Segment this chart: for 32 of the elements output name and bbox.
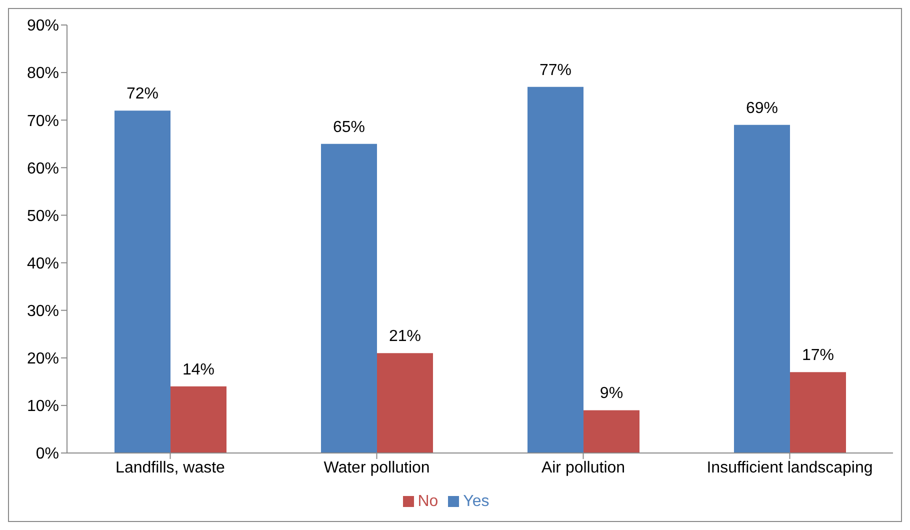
bar — [320, 144, 377, 453]
y-tick-label: 60% — [26, 160, 59, 178]
bar — [170, 386, 226, 453]
y-tick-label: 90% — [26, 18, 59, 35]
y-tick-label: 40% — [26, 255, 59, 272]
data-label: 77% — [539, 62, 572, 79]
data-label: 9% — [600, 385, 624, 402]
y-tick-label: 0% — [36, 446, 59, 463]
x-tick-label: Water pollution — [324, 459, 430, 476]
y-tick-label: 80% — [26, 65, 59, 82]
x-tick-label: Air pollution — [541, 459, 626, 476]
y-tick-label: 10% — [26, 398, 59, 416]
data-label: 72% — [126, 86, 159, 103]
bar — [527, 86, 584, 453]
bar — [376, 353, 433, 453]
data-label: 17% — [802, 347, 834, 364]
y-tick-label: 50% — [26, 208, 59, 225]
bar — [114, 110, 170, 453]
legend-label: Yes — [463, 493, 490, 510]
y-tick-label: 20% — [26, 350, 59, 368]
x-tick-label: Landfills, waste — [116, 459, 226, 476]
data-label: 21% — [388, 328, 422, 346]
x-tick-label: Insufficient landscaping — [706, 459, 873, 476]
y-tick-label: 30% — [26, 303, 59, 320]
data-label: 14% — [182, 361, 215, 378]
legend-label: No — [418, 493, 438, 510]
y-tick-label: 70% — [26, 112, 59, 130]
data-label: 69% — [746, 100, 778, 117]
bar — [583, 410, 640, 453]
bar — [734, 124, 790, 453]
data-label: 65% — [332, 118, 366, 136]
bar — [790, 372, 846, 453]
